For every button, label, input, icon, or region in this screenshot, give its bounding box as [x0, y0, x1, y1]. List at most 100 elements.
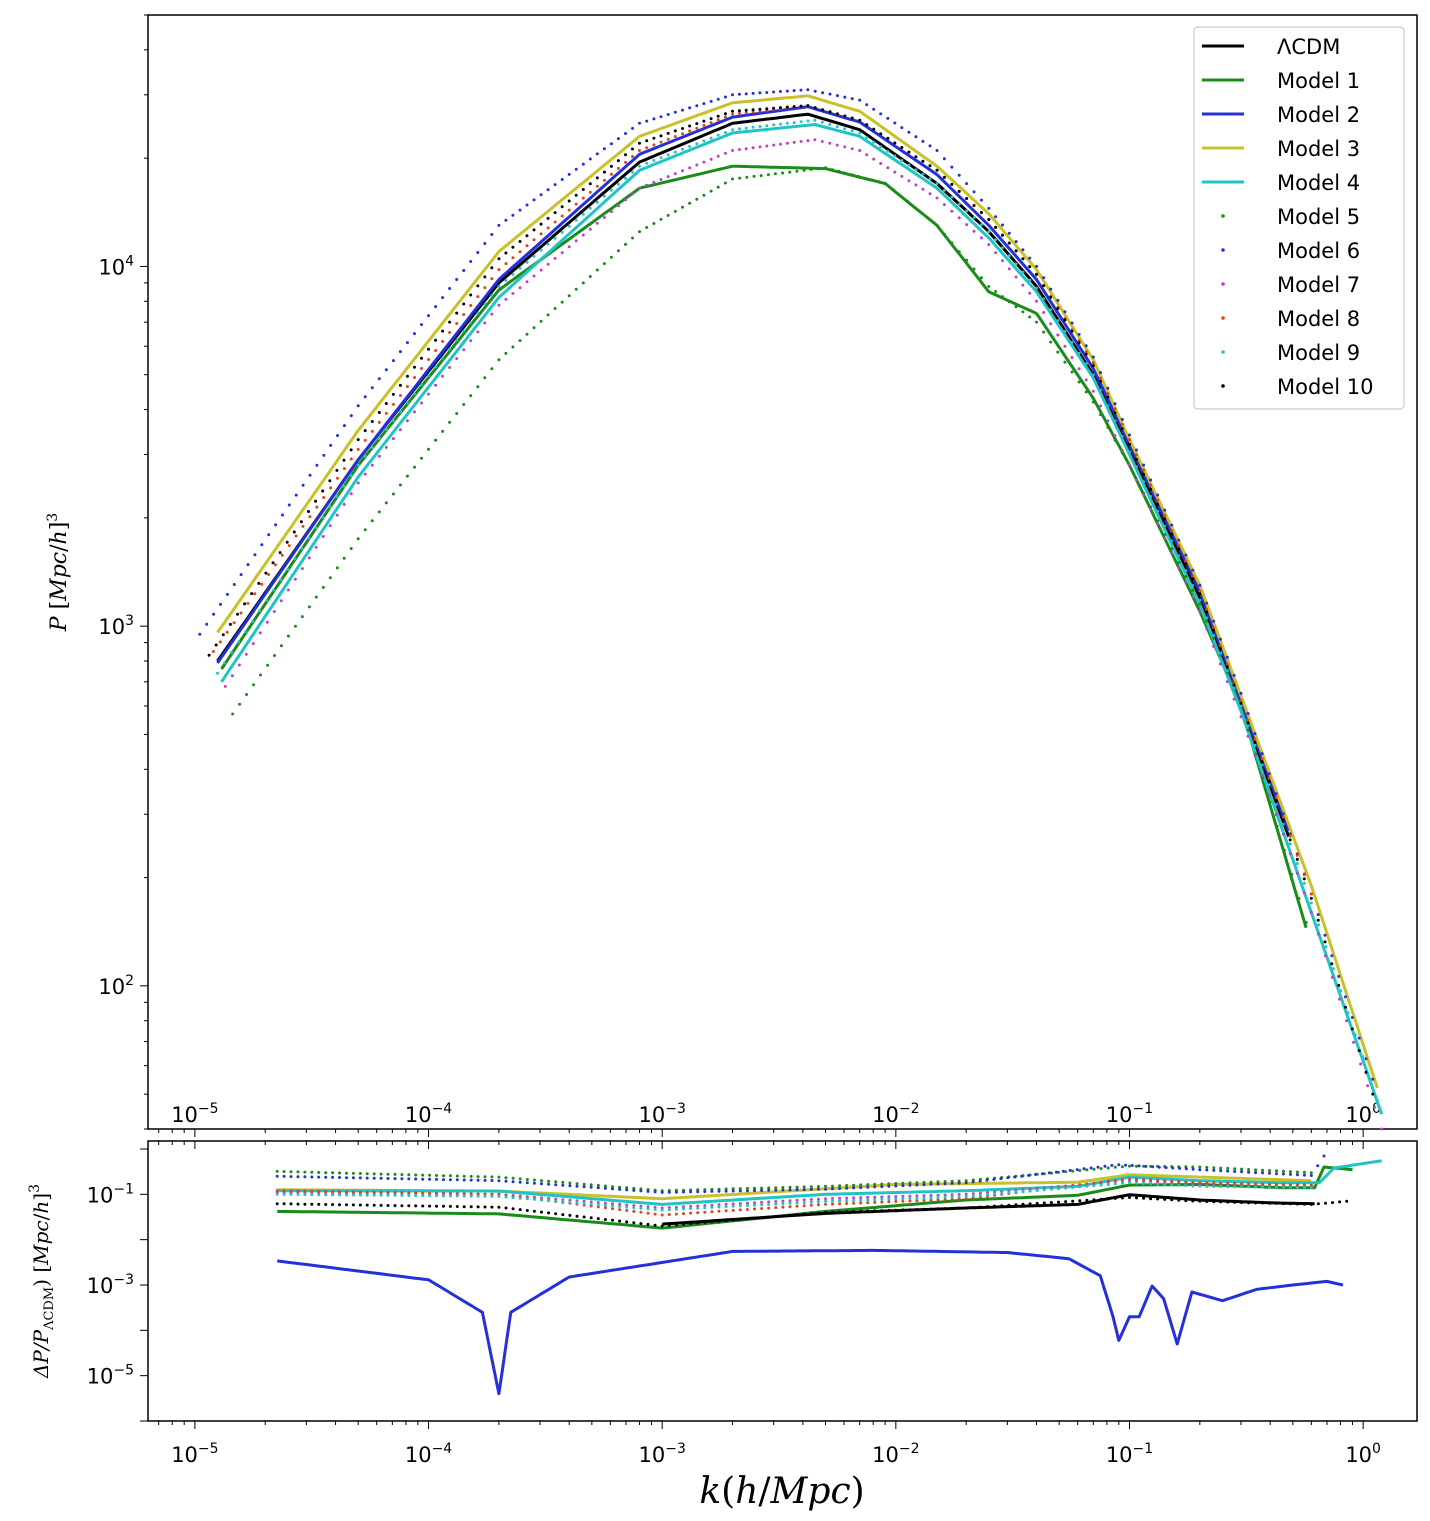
legend-label: ΛCDM	[1277, 35, 1340, 59]
bottom-point-model-10	[696, 1221, 700, 1225]
top-point-model-9	[581, 212, 585, 216]
bottom-point-model-8	[824, 1202, 827, 1206]
bottom-point-model-10	[1345, 1199, 1349, 1203]
top-point-model-5	[1156, 519, 1160, 523]
top-point-model-5	[905, 200, 909, 203]
top-point-model-7	[1042, 311, 1046, 314]
top-point-model-9	[1063, 329, 1067, 333]
top-point-model-6	[695, 104, 699, 108]
bottom-point-model-9	[1254, 1185, 1258, 1189]
top-point-model-6	[253, 553, 257, 557]
top-point-model-6	[1077, 332, 1081, 336]
top-point-model-6	[645, 119, 649, 123]
bottom-point-model-6	[1041, 1172, 1044, 1176]
top-point-model-6	[405, 341, 409, 345]
legend-swatch-dot	[1221, 248, 1225, 252]
top-x-tick-label: 10−3	[639, 1101, 686, 1127]
top-point-model-5	[349, 547, 353, 550]
top-point-model-10	[935, 168, 939, 172]
top-point-model-10	[893, 141, 897, 145]
top-point-model-5	[518, 339, 522, 343]
top-point-model-10	[1330, 962, 1334, 966]
bottom-point-model-7	[745, 1201, 749, 1205]
top-point-model-5	[1021, 310, 1025, 314]
top-point-model-10	[872, 127, 876, 131]
top-point-model-6	[843, 95, 847, 99]
bottom-point-model-9	[682, 1207, 685, 1211]
top-point-model-10	[828, 110, 832, 114]
legend-label: Model 7	[1277, 273, 1360, 297]
top-point-model-6	[850, 97, 854, 101]
bottom-series-model-4	[277, 1159, 1382, 1206]
bottom-point-model-6	[386, 1177, 390, 1180]
top-point-model-5	[1163, 533, 1167, 537]
top-point-model-6	[1170, 523, 1174, 527]
top-point-model-10	[681, 127, 684, 130]
top-point-model-8	[553, 220, 557, 224]
bottom-point-model-8	[1198, 1181, 1202, 1185]
bottom-point-model-9	[525, 1197, 529, 1201]
bottom-point-model-6	[338, 1176, 341, 1179]
top-point-model-7	[942, 203, 946, 207]
bottom-point-model-6	[724, 1189, 728, 1193]
top-point-model-6	[994, 215, 998, 219]
bottom-point-model-9	[1275, 1185, 1278, 1189]
legend-label: Model 1	[1277, 69, 1360, 93]
bottom-point-model-5	[915, 1181, 919, 1185]
bottom-point-model-5	[561, 1180, 565, 1184]
bottom-point-model-9	[504, 1195, 508, 1199]
top-point-model-8	[695, 126, 699, 130]
top-point-model-6	[483, 242, 487, 245]
bottom-point-model-7	[887, 1195, 891, 1199]
bottom-point-model-6	[1006, 1176, 1010, 1180]
top-point-model-10	[616, 159, 620, 163]
bottom-point-model-5	[1205, 1165, 1209, 1169]
bottom-point-model-8	[1288, 1183, 1292, 1187]
bottom-point-model-7	[964, 1192, 968, 1196]
top-point-model-10	[1014, 249, 1018, 253]
top-point-model-6	[828, 92, 832, 96]
top-point-model-9	[886, 149, 890, 153]
top-series-model-9	[216, 118, 1379, 1102]
top-point-model-7	[695, 163, 699, 167]
bottom-point-model-10	[476, 1205, 480, 1209]
bottom-point-model-10	[469, 1205, 473, 1209]
legend-label: Model 4	[1277, 171, 1360, 195]
top-point-model-10	[792, 105, 796, 109]
bottom-point-model-8	[400, 1191, 404, 1195]
top-point-model-9	[448, 347, 452, 351]
top-plot-frame	[147, 14, 1418, 1130]
bottom-point-model-5	[310, 1170, 314, 1174]
bottom-y-axis-label: ΔP/PΛCDM) [Mpc/h]3	[27, 1184, 57, 1379]
bottom-point-model-9	[978, 1193, 982, 1197]
top-point-model-8	[232, 621, 236, 625]
bottom-point-model-9	[1156, 1182, 1160, 1186]
top-point-model-5	[1028, 315, 1032, 319]
top-point-model-7	[328, 524, 332, 528]
top-point-model-5	[716, 185, 720, 189]
top-point-model-9	[363, 454, 367, 458]
bottom-point-model-10	[511, 1207, 515, 1211]
top-point-model-10	[858, 118, 862, 122]
top-point-model-8	[645, 146, 649, 150]
top-point-model-9	[638, 164, 641, 168]
bottom-point-model-9	[653, 1207, 657, 1211]
top-point-model-5	[1184, 575, 1188, 578]
bottom-point-model-6	[1322, 1154, 1326, 1158]
bottom-point-model-5	[596, 1183, 600, 1187]
bottom-point-model-6	[957, 1181, 961, 1185]
bottom-point-model-6	[781, 1188, 785, 1192]
top-point-model-6	[525, 203, 529, 207]
top-point-model-6	[666, 113, 670, 116]
top-point-model-7	[237, 663, 241, 667]
top-point-model-9	[893, 154, 897, 158]
bottom-point-model-5	[351, 1171, 355, 1175]
bottom-point-model-5	[476, 1175, 480, 1179]
top-point-model-6	[1281, 812, 1285, 816]
bottom-point-model-5	[845, 1184, 849, 1187]
bottom-point-model-8	[1233, 1182, 1237, 1185]
top-point-model-10	[942, 175, 946, 179]
top-point-model-7	[1338, 997, 1341, 1001]
top-point-model-10	[441, 329, 445, 333]
top-point-model-5	[681, 205, 684, 209]
